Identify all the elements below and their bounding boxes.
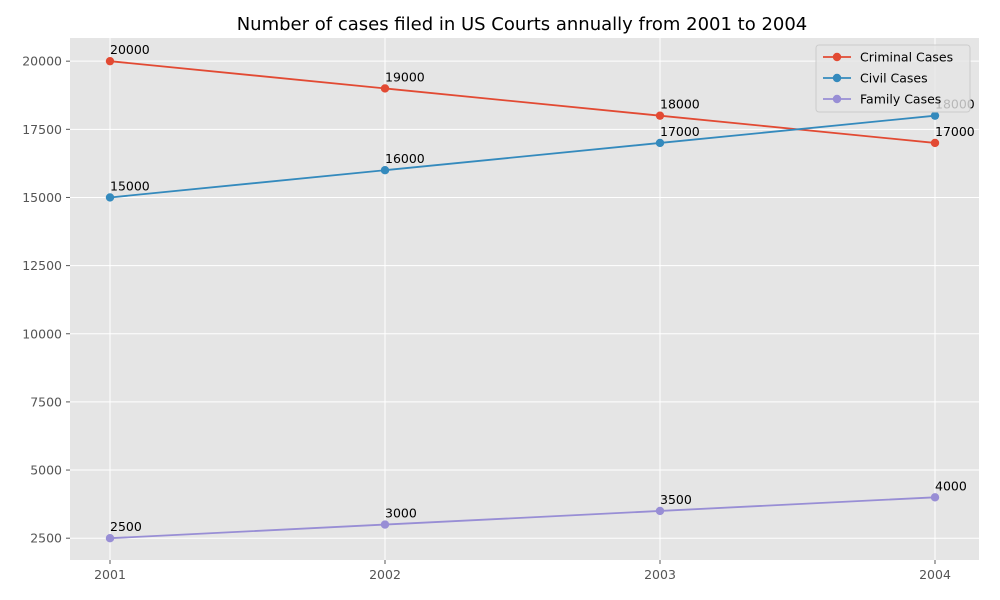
legend-box: [815, 44, 971, 113]
data-label: 18000: [660, 97, 700, 112]
y-tick-label: 2500: [30, 531, 62, 546]
data-label: 19000: [385, 69, 425, 84]
data-point: [105, 533, 115, 543]
y-tick-label: 7500: [30, 394, 62, 409]
legend-label: Civil Cases: [860, 71, 928, 86]
data-label: 16000: [385, 151, 425, 166]
data-label: 2500: [110, 519, 142, 534]
legend: Criminal Cases Civil Cases Family Cases: [815, 44, 971, 113]
legend-label: Family Cases: [860, 92, 941, 107]
y-tick-label: 5000: [30, 463, 62, 478]
y-tick-label: 20000: [22, 54, 62, 69]
series-group: [105, 56, 940, 543]
data-label: 3500: [660, 492, 692, 507]
data-label: 17000: [660, 124, 700, 139]
data-point: [655, 138, 665, 148]
data-point: [930, 493, 940, 502]
x-tick-label: 2002: [369, 567, 401, 582]
data-point: [930, 111, 940, 120]
data-point: [655, 111, 665, 120]
y-tick-label: 17500: [22, 122, 62, 137]
data-point: [105, 56, 115, 66]
x-tick-label: 2003: [644, 567, 676, 582]
x-tick-label: 2001: [94, 567, 126, 582]
y-tick-label: 12500: [22, 258, 62, 273]
legend-marker: [832, 94, 842, 104]
series-line: [109, 114, 936, 199]
legend-label: Criminal Cases: [860, 50, 953, 65]
data-point: [380, 84, 390, 93]
data-label: 4000: [935, 478, 967, 493]
legend-marker: [832, 73, 842, 83]
series-line: [109, 496, 936, 540]
data-point: [105, 193, 115, 202]
x-axis: 2001 2002 2003 2004: [94, 560, 951, 582]
data-label: 15000: [110, 178, 150, 193]
y-tick-label: 15000: [22, 190, 62, 205]
data-label: 17000: [935, 124, 975, 139]
chart-title: Number of cases filed in US Courts annua…: [237, 14, 808, 35]
data-point: [380, 520, 390, 529]
y-tick-label: 10000: [22, 326, 62, 341]
data-label: 3000: [385, 506, 417, 521]
data-point: [930, 138, 940, 148]
data-point: [380, 166, 390, 175]
plot-area: [70, 38, 979, 560]
data-label: 20000: [110, 42, 150, 57]
data-point: [655, 506, 665, 516]
y-axis: 2500 5000 7500 10000 12500 15000 17500 20000: [22, 54, 70, 546]
legend-marker: [832, 52, 842, 62]
grid: [70, 38, 979, 560]
x-tick-label: 2004: [919, 567, 951, 582]
